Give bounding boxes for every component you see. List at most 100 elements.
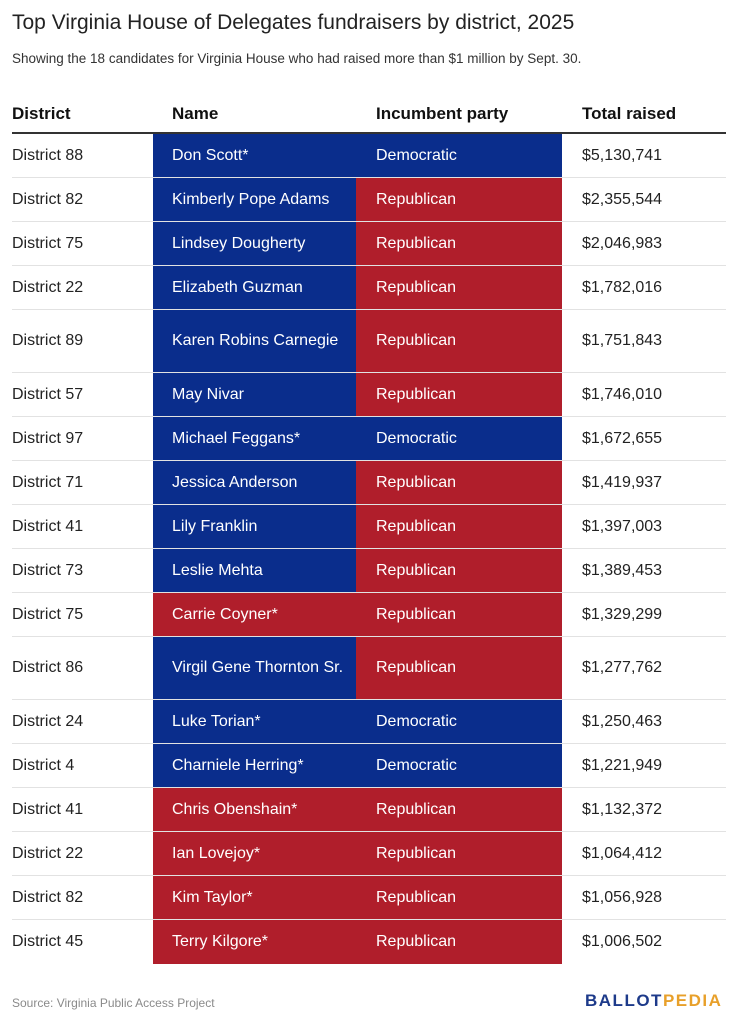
column-header-district: District bbox=[12, 104, 71, 123]
candidate-name-cell: Elizabeth Guzman bbox=[153, 266, 356, 309]
district-cell: District 71 bbox=[12, 473, 84, 491]
column-header-party: Incumbent party bbox=[376, 104, 509, 123]
incumbent-party-cell: Democratic bbox=[356, 134, 562, 177]
total-raised-cell: $1,751,843 bbox=[582, 332, 663, 349]
candidate-name-cell: Ian Lovejoy* bbox=[153, 832, 356, 875]
district-cell: District 22 bbox=[12, 278, 84, 296]
table-row: District 82 Kimberly Pope Adams Republican… bbox=[12, 178, 726, 222]
table-row: District 41 Lily Franklin Republican $1,397… bbox=[12, 505, 726, 549]
total-raised-cell: $1,329,299 bbox=[582, 605, 663, 623]
table-row: District 89 Karen Robins Carnegie Republic… bbox=[12, 310, 726, 373]
table-row: District 22 Elizabeth Guzman Republican $1,… bbox=[12, 266, 726, 310]
candidate-name-cell: Chris Obenshain* bbox=[153, 788, 356, 831]
district-cell: District 97 bbox=[12, 429, 84, 447]
chart-subtitle: Showing the 18 candidates for Virginia H… bbox=[12, 51, 582, 66]
district-cell: District 75 bbox=[12, 234, 84, 252]
table-row: District 75 Carrie Coyner* Republican $1,32… bbox=[12, 593, 726, 637]
total-raised-cell: $1,221,949 bbox=[582, 756, 663, 774]
district-cell: District 82 bbox=[12, 190, 84, 208]
incumbent-party-cell: Republican bbox=[356, 222, 562, 265]
table-row: District 82 Kim Taylor* Republican $1,056,9… bbox=[12, 876, 726, 920]
table-row: District 88 Don Scott* Democratic $5,130,74… bbox=[12, 134, 726, 178]
incumbent-party-cell: Republican bbox=[356, 266, 562, 309]
candidate-name-cell: Carrie Coyner* bbox=[153, 593, 356, 636]
candidate-name-cell: Virgil Gene Thornton Sr. bbox=[153, 637, 356, 699]
incumbent-party-cell: Republican bbox=[356, 593, 562, 636]
table-row: District 57 May Nivar Republican $1,746,010 bbox=[12, 373, 726, 417]
total-raised-cell: $5,130,741 bbox=[582, 146, 663, 164]
incumbent-party-cell: Democratic bbox=[356, 744, 562, 787]
incumbent-party-cell: Republican bbox=[356, 505, 562, 548]
candidate-name-cell: Don Scott* bbox=[153, 134, 356, 177]
candidate-name-cell: Karen Robins Carnegie bbox=[153, 310, 356, 372]
candidate-name-cell: Michael Feggans* bbox=[153, 417, 356, 460]
fundraisers-table: District Name Incumbent party Total rais… bbox=[12, 96, 726, 964]
table-row: District 4 Charniele Herring* Democratic $1… bbox=[12, 744, 726, 788]
column-header-total: Total raised bbox=[582, 104, 677, 123]
total-raised-cell: $1,419,937 bbox=[582, 473, 663, 491]
total-raised-cell: $1,672,655 bbox=[582, 429, 663, 447]
total-raised-cell: $1,056,928 bbox=[582, 888, 663, 906]
incumbent-party-cell: Republican bbox=[356, 876, 562, 919]
table-row: District 75 Lindsey Dougherty Republican $2… bbox=[12, 222, 726, 266]
candidate-name-cell: Jessica Anderson bbox=[153, 461, 356, 504]
chart-title: Top Virginia House of Delegates fundrais… bbox=[12, 11, 575, 34]
total-raised-cell: $2,046,983 bbox=[582, 234, 663, 252]
district-cell: District 75 bbox=[12, 605, 84, 623]
ballotpedia-logo: BALLOTPEDIA bbox=[585, 991, 722, 1011]
district-cell: District 88 bbox=[12, 146, 84, 164]
district-cell: District 89 bbox=[12, 332, 84, 349]
table-body: District 88 Don Scott* Democratic $5,130,74… bbox=[12, 134, 726, 964]
candidate-name-cell: Kim Taylor* bbox=[153, 876, 356, 919]
district-cell: District 41 bbox=[12, 800, 84, 818]
district-cell: District 22 bbox=[12, 844, 84, 862]
table-row: District 86 Virgil Gene Thornton Sr. Repub… bbox=[12, 637, 726, 700]
total-raised-cell: $1,277,762 bbox=[582, 659, 663, 676]
total-raised-cell: $1,397,003 bbox=[582, 517, 663, 535]
column-header-name: Name bbox=[172, 104, 219, 123]
incumbent-party-cell: Republican bbox=[356, 920, 562, 964]
total-raised-cell: $1,132,372 bbox=[582, 800, 663, 818]
incumbent-party-cell: Democratic bbox=[356, 417, 562, 460]
incumbent-party-cell: Republican bbox=[356, 549, 562, 592]
table-row: District 41 Chris Obenshain* Republican $1,… bbox=[12, 788, 726, 832]
incumbent-party-cell: Republican bbox=[356, 637, 562, 699]
incumbent-party-cell: Republican bbox=[356, 832, 562, 875]
total-raised-cell: $1,006,502 bbox=[582, 933, 663, 950]
candidate-name-cell: Kimberly Pope Adams bbox=[153, 178, 356, 221]
table-row: District 24 Luke Torian* Democratic $1,250,… bbox=[12, 700, 726, 744]
logo-part-2: PEDIA bbox=[662, 991, 723, 1010]
candidate-name-cell: Lily Franklin bbox=[153, 505, 356, 548]
total-raised-cell: $1,250,463 bbox=[582, 712, 663, 730]
candidate-name-cell: Luke Torian* bbox=[153, 700, 356, 743]
candidate-name-cell: Charniele Herring* bbox=[153, 744, 356, 787]
incumbent-party-cell: Republican bbox=[356, 178, 562, 221]
candidate-name-cell: Lindsey Dougherty bbox=[153, 222, 356, 265]
total-raised-cell: $1,746,010 bbox=[582, 385, 663, 403]
district-cell: District 86 bbox=[12, 659, 84, 676]
district-cell: District 45 bbox=[12, 933, 84, 950]
total-raised-cell: $2,355,544 bbox=[582, 190, 663, 208]
district-cell: District 41 bbox=[12, 517, 84, 535]
candidate-name-cell: Leslie Mehta bbox=[153, 549, 356, 592]
table-row: District 71 Jessica Anderson Republican $1,… bbox=[12, 461, 726, 505]
table-header: District Name Incumbent party Total rais… bbox=[12, 96, 726, 134]
district-cell: District 24 bbox=[12, 712, 84, 730]
table-row: District 22 Ian Lovejoy* Republican $1,064,… bbox=[12, 832, 726, 876]
district-cell: District 4 bbox=[12, 756, 75, 774]
total-raised-cell: $1,389,453 bbox=[582, 561, 663, 579]
incumbent-party-cell: Democratic bbox=[356, 700, 562, 743]
incumbent-party-cell: Republican bbox=[356, 310, 562, 372]
total-raised-cell: $1,782,016 bbox=[582, 278, 663, 296]
incumbent-party-cell: Republican bbox=[356, 788, 562, 831]
incumbent-party-cell: Republican bbox=[356, 461, 562, 504]
incumbent-party-cell: Republican bbox=[356, 373, 562, 416]
candidate-name-cell: May Nivar bbox=[153, 373, 356, 416]
district-cell: District 57 bbox=[12, 385, 84, 403]
table-row: District 97 Michael Feggans* Democratic $1,… bbox=[12, 417, 726, 461]
table-row: District 45 Terry Kilgore* Republican $1,00… bbox=[12, 920, 726, 964]
logo-part-1: BALLOT bbox=[585, 991, 663, 1010]
district-cell: District 82 bbox=[12, 888, 84, 906]
candidate-name-cell: Terry Kilgore* bbox=[153, 920, 356, 964]
district-cell: District 73 bbox=[12, 561, 84, 579]
